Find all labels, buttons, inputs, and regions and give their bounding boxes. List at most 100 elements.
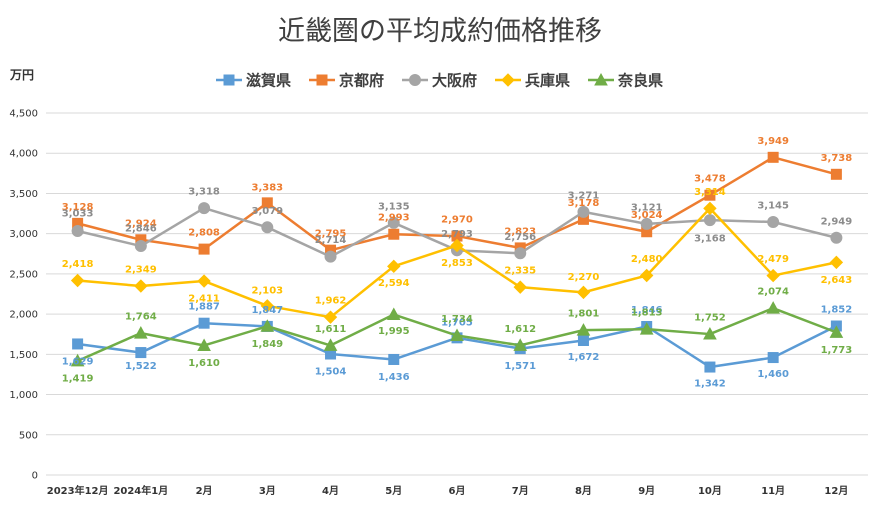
data-label: 1,849 xyxy=(251,339,283,350)
data-point xyxy=(830,168,842,180)
data-point xyxy=(324,250,337,263)
legend-marker xyxy=(223,74,235,86)
x-tick-label: 12月 xyxy=(824,485,848,497)
data-label: 3,135 xyxy=(378,201,410,212)
data-label: 3,168 xyxy=(694,234,726,245)
legend-item-5: 奈良県 xyxy=(588,72,663,90)
data-label: 2,349 xyxy=(125,265,157,276)
data-point xyxy=(514,247,527,260)
data-point xyxy=(450,328,464,342)
data-label: 2,335 xyxy=(504,266,536,277)
data-label: 2,594 xyxy=(378,278,410,289)
data-label: 3,478 xyxy=(694,174,726,185)
data-point xyxy=(71,225,84,238)
data-point xyxy=(703,214,716,227)
data-point xyxy=(387,259,401,274)
data-label: 1,734 xyxy=(441,314,473,325)
gridlines xyxy=(46,112,868,476)
data-point xyxy=(198,202,211,215)
legend-marker xyxy=(316,74,328,86)
data-point xyxy=(198,243,210,255)
y-tick-label: 500 xyxy=(19,430,38,441)
data-label: 1,705 xyxy=(441,317,473,328)
data-label: 2,103 xyxy=(251,285,283,296)
data-label: 2,993 xyxy=(378,213,410,224)
data-label: 2,756 xyxy=(504,232,536,243)
x-tick-label: 10月 xyxy=(698,485,722,497)
series-group xyxy=(70,151,844,373)
data-label: 1,846 xyxy=(631,305,663,316)
data-point xyxy=(134,326,148,339)
data-point xyxy=(323,310,338,324)
data-label: 1,752 xyxy=(694,313,726,324)
data-label: 3,318 xyxy=(188,187,220,198)
legend-marker xyxy=(501,73,515,87)
data-point xyxy=(704,189,716,201)
data-point xyxy=(197,274,211,288)
data-label: 2,853 xyxy=(441,258,473,269)
data-label: 3,024 xyxy=(631,210,663,221)
data-label: 3,949 xyxy=(757,136,789,147)
data-point xyxy=(703,327,717,340)
data-label: 2,795 xyxy=(315,229,347,240)
data-label: 2,808 xyxy=(188,228,220,239)
series-4 xyxy=(70,201,844,324)
data-label: 1,801 xyxy=(568,309,600,320)
data-label: 3,271 xyxy=(568,190,600,201)
data-label: 2,846 xyxy=(125,224,157,235)
y-axis-ticks: 0 500 1,000 1,500 2,000 2,500 3,000 3,500 4,000 4… xyxy=(9,109,38,482)
data-point xyxy=(198,317,210,329)
x-tick-label: 8月 xyxy=(575,485,592,497)
data-point xyxy=(388,353,400,365)
data-point xyxy=(134,240,147,253)
data-label: 2,714 xyxy=(315,235,347,246)
x-tick-label: 2月 xyxy=(196,485,213,497)
y-tick-label: 0 xyxy=(32,471,38,482)
data-label: 1,847 xyxy=(251,305,283,316)
data-point xyxy=(513,280,527,294)
data-label: 1,852 xyxy=(821,305,853,316)
data-point xyxy=(577,334,589,346)
legend-item-1: 滋賀県 xyxy=(216,72,291,90)
y-tick-label: 1,500 xyxy=(9,350,38,361)
data-label: 3,033 xyxy=(62,209,94,220)
x-tick-label: 5月 xyxy=(385,485,402,497)
data-label: 1,342 xyxy=(694,379,726,390)
data-label: 2,411 xyxy=(188,294,220,305)
data-label: 1,419 xyxy=(62,373,94,384)
data-point xyxy=(767,352,779,364)
data-point xyxy=(134,279,148,293)
data-label: 3,079 xyxy=(251,206,283,217)
data-point xyxy=(577,205,590,218)
x-tick-label: 11月 xyxy=(761,485,785,497)
legend-marker xyxy=(594,72,608,86)
y-tick-label: 1,000 xyxy=(9,390,38,401)
data-label: 2,793 xyxy=(441,229,473,240)
y-tick-label: 4,500 xyxy=(9,109,38,120)
data-point xyxy=(261,197,273,209)
y-tick-label: 2,500 xyxy=(9,269,38,280)
data-label: 3,738 xyxy=(821,153,853,164)
data-label: 3,383 xyxy=(251,182,283,193)
data-label: 1,995 xyxy=(378,326,410,337)
data-point xyxy=(260,319,275,332)
data-label: 3,314 xyxy=(694,187,726,198)
data-label: 2,270 xyxy=(568,272,600,283)
data-label: 1,460 xyxy=(757,369,789,380)
x-tick-label: 2023年12月 xyxy=(47,484,109,497)
data-label: 1,629 xyxy=(62,356,94,367)
data-label: 1,571 xyxy=(504,361,536,372)
legend: 滋賀県 京都府 大阪府 兵庫県 奈良県 xyxy=(216,72,663,90)
data-label: 3,128 xyxy=(62,202,94,213)
data-label: 2,924 xyxy=(125,218,157,229)
legend-label: 奈良県 xyxy=(617,72,663,90)
x-axis-ticks: 2023年12月 2024年1月 2月 3月 4月 5月 6月 7月 8月 9月 10月 11月 12月 xyxy=(47,484,849,497)
data-point xyxy=(703,201,717,216)
data-label: 3,178 xyxy=(568,198,600,209)
data-point xyxy=(513,338,528,351)
x-tick-label: 4月 xyxy=(322,485,339,497)
data-point xyxy=(766,301,780,314)
data-point xyxy=(576,323,591,336)
data-label: 3,145 xyxy=(757,201,789,212)
